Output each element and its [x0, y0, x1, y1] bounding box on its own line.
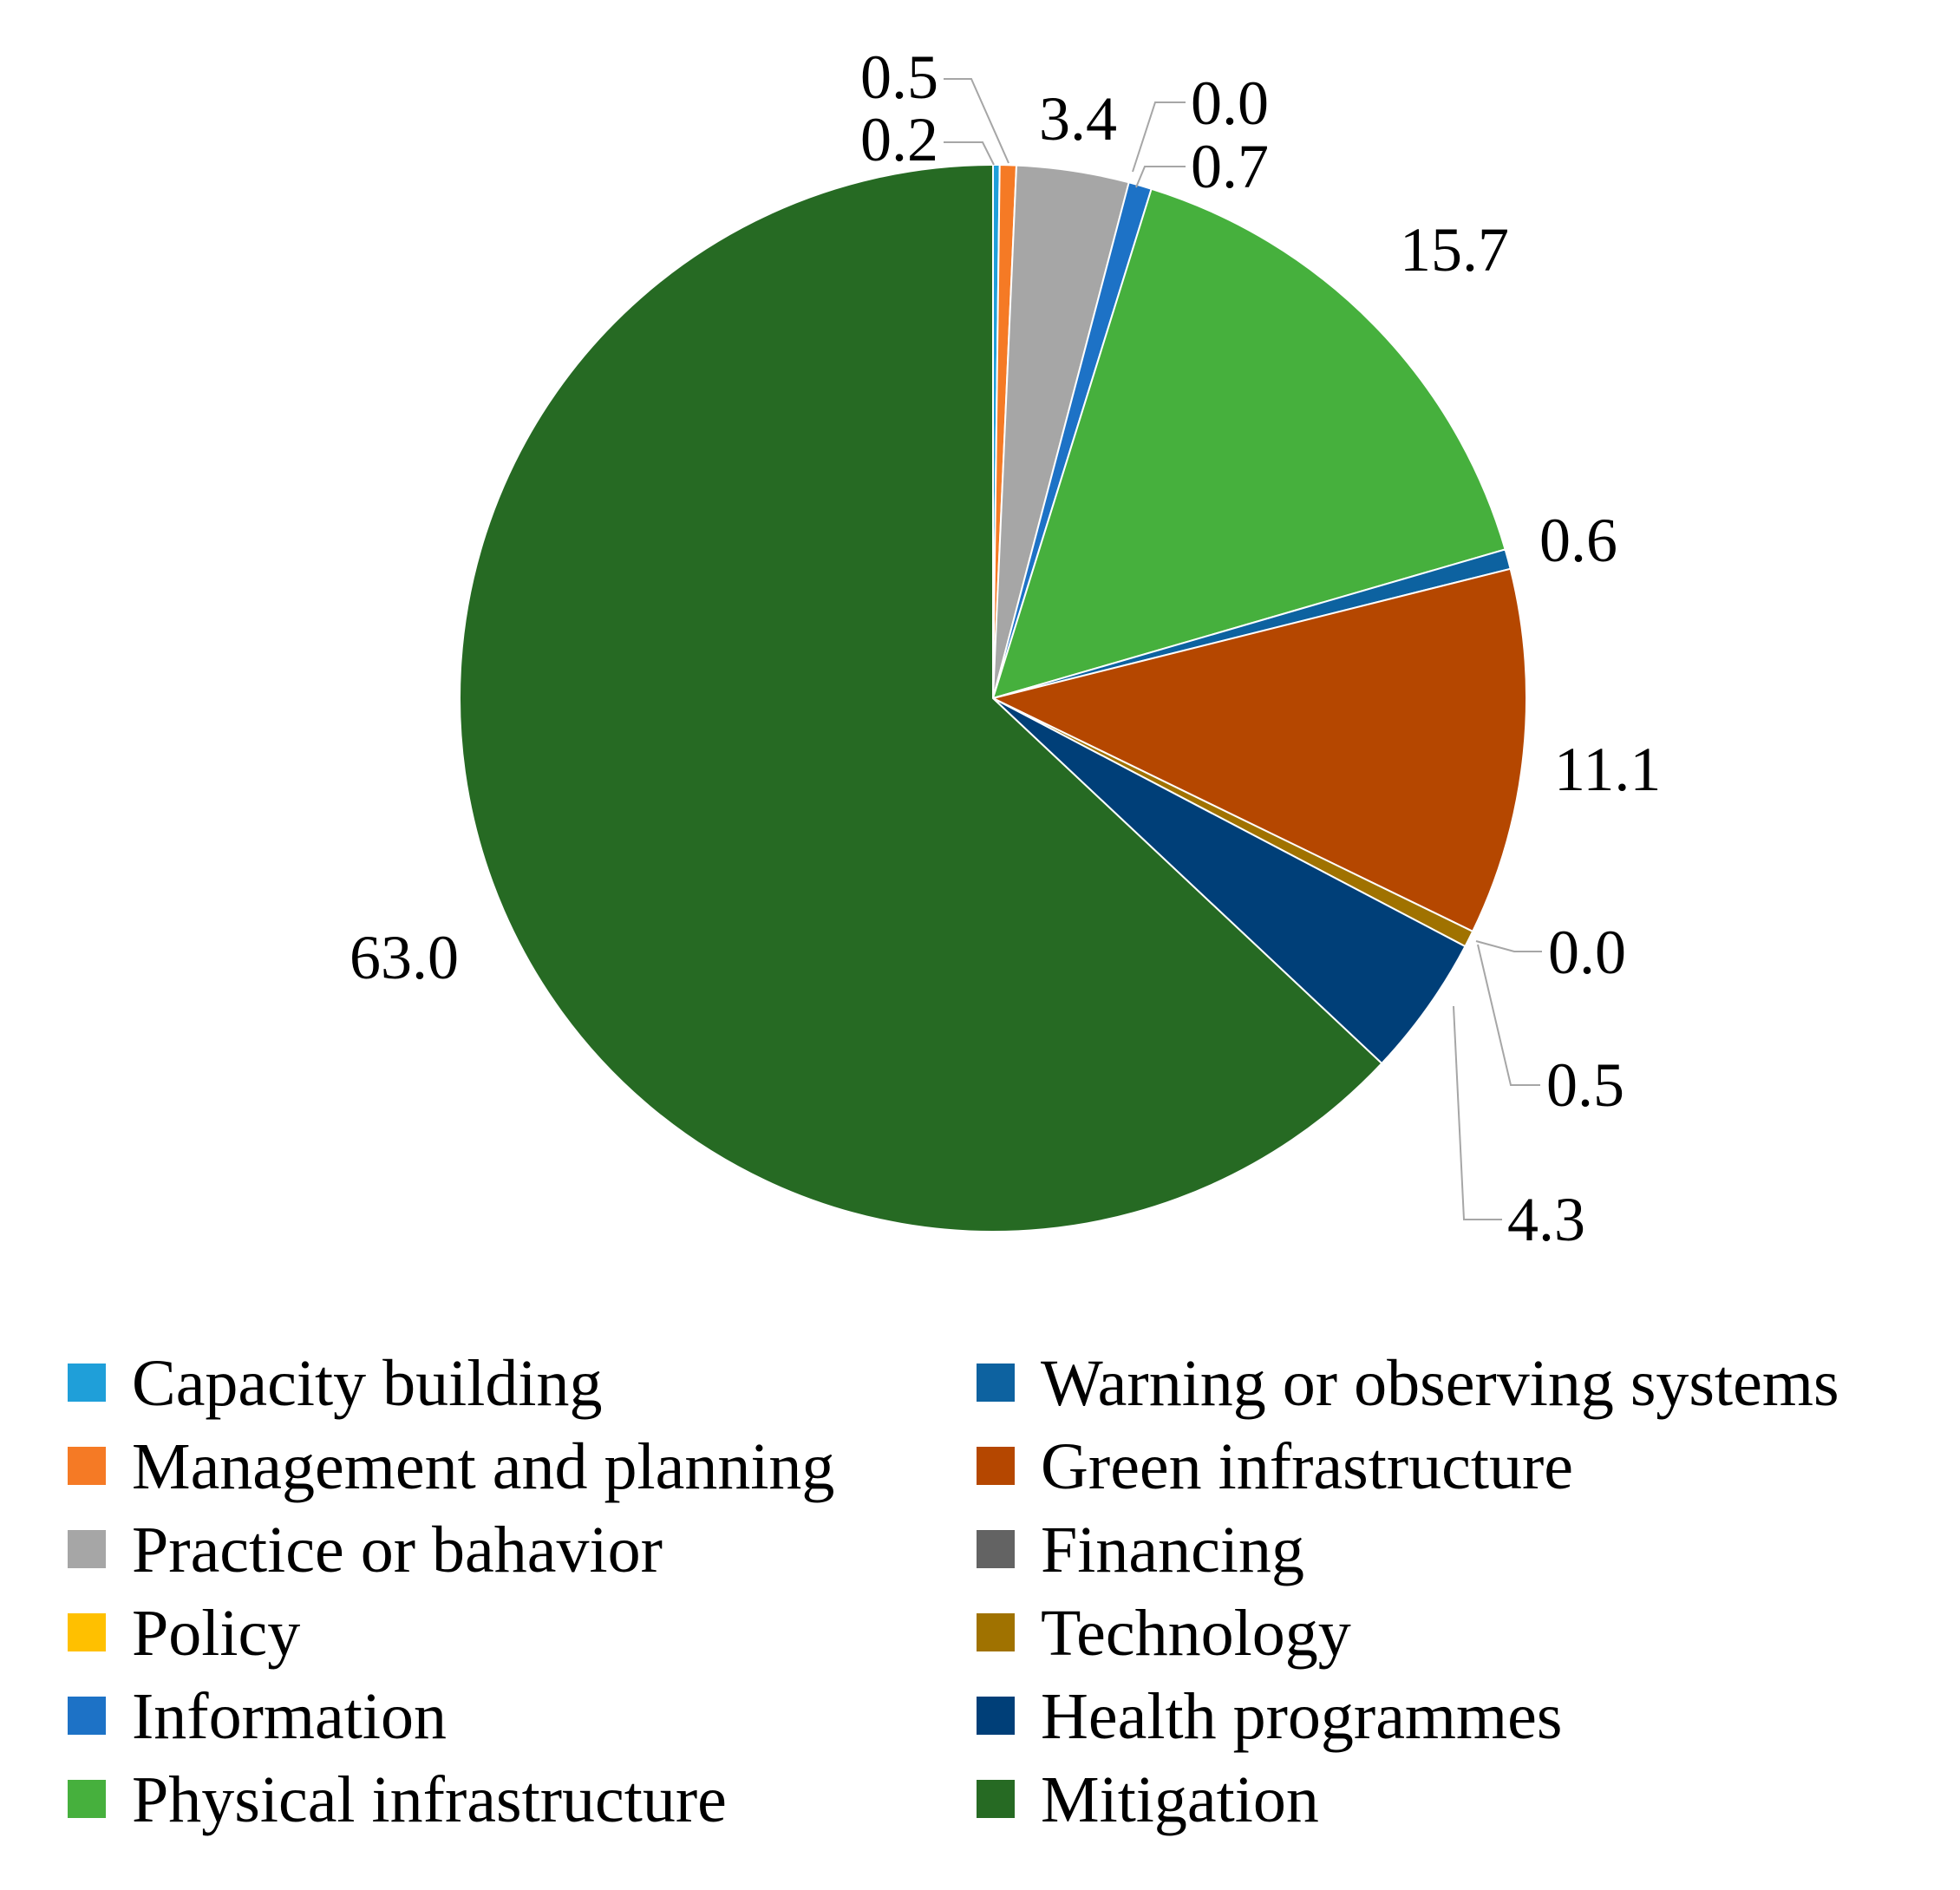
data-label-management-and-planning: 0.5 [860, 43, 938, 112]
data-labels: 0.20.53.4 0.00.715.70.611.10.00.54.363.0 [350, 43, 1661, 1254]
legend-swatch-practice-or-bahavior [68, 1530, 106, 1568]
legend-item-financing: Financing [977, 1514, 1304, 1586]
legend-item-practice-or-bahavior: Practice or bahavior [68, 1514, 663, 1586]
legend-item-warning-or-observing-systems: Warning or observing systems [977, 1347, 1839, 1420]
pie-slice-mitigation [459, 163, 1383, 1233]
legend-label-practice-or-bahavior: Practice or bahavior [132, 1514, 663, 1586]
leader-line-health-programmes [1453, 1005, 1502, 1220]
legend-label-financing: Financing [1041, 1514, 1304, 1586]
leader-line-information [1135, 166, 1186, 188]
legend-label-technology: Technology [1041, 1597, 1351, 1670]
data-label-technology: 0.5 [1546, 1050, 1624, 1120]
legend-label-management-and-planning: Management and planning [132, 1430, 834, 1503]
legend-swatch-financing [977, 1530, 1015, 1568]
legend-swatch-information [68, 1697, 106, 1735]
legend-swatch-management-and-planning [68, 1447, 106, 1485]
leader-line-financing [1475, 940, 1542, 952]
legend-label-warning-or-observing-systems: Warning or observing systems [1041, 1347, 1839, 1420]
legend-item-capacity-building: Capacity building [68, 1347, 602, 1420]
data-label-capacity-building: 0.2 [860, 105, 938, 174]
legend-label-capacity-building: Capacity building [132, 1347, 602, 1420]
legend-label-policy: Policy [132, 1597, 300, 1670]
data-label-health-programmes: 4.3 [1507, 1185, 1585, 1254]
legend-item-policy: Policy [68, 1597, 300, 1670]
legend-swatch-physical-infrastructure [68, 1780, 106, 1818]
legend-swatch-health-programmes [977, 1697, 1015, 1735]
legend-item-information: Information [68, 1680, 447, 1753]
legend-item-physical-infrastructure: Physical infrastructure [68, 1763, 727, 1836]
legend-item-management-and-planning: Management and planning [68, 1430, 834, 1503]
legend-swatch-technology [977, 1613, 1015, 1651]
legend-swatch-green-infrastructure [977, 1447, 1015, 1485]
legend-item-technology: Technology [977, 1597, 1351, 1670]
data-label-policy: 0.0 [1191, 69, 1269, 138]
legend-item-mitigation: Mitigation [977, 1763, 1319, 1836]
legend-label-mitigation: Mitigation [1041, 1763, 1319, 1836]
legend-item-health-programmes: Health programmes [977, 1680, 1562, 1753]
legend-label-green-infrastructure: Green infrastructure [1041, 1430, 1573, 1503]
pie-slice-green-infrastructure [990, 567, 1527, 933]
legend-swatch-capacity-building [68, 1364, 106, 1402]
legend-label-health-programmes: Health programmes [1041, 1680, 1562, 1753]
data-label-green-infrastructure: 11.1 [1554, 735, 1661, 804]
legend-swatch-warning-or-observing-systems [977, 1364, 1015, 1402]
pie-slices [459, 163, 1527, 1233]
legend-label-information: Information [132, 1680, 447, 1753]
leader-line-management-and-planning [944, 78, 1009, 164]
legend-label-physical-infrastructure: Physical infrastructure [132, 1763, 727, 1836]
leader-line-policy [1132, 101, 1186, 173]
data-label-physical-infrastructure: 15.7 [1400, 215, 1509, 284]
data-label-financing: 0.0 [1548, 918, 1626, 987]
leader-lines [944, 78, 1542, 1220]
legend: Capacity building Warning or observing sy… [68, 1347, 1839, 1836]
pie-slice-health-programmes [992, 697, 1467, 1065]
leader-line-capacity-building [944, 141, 995, 166]
data-label-warning-or-observing-systems: 0.6 [1539, 506, 1617, 575]
data-label-mitigation: 63.0 [350, 923, 459, 992]
legend-item-green-infrastructure: Green infrastructure [977, 1430, 1573, 1503]
legend-swatch-policy [68, 1613, 106, 1651]
data-label-information: 0.7 [1191, 132, 1269, 201]
pie-slice-physical-infrastructure [991, 187, 1506, 700]
leader-line-technology [1477, 944, 1540, 1086]
data-label-practice-or-bahavior: 3.4 [1039, 84, 1117, 154]
legend-swatch-mitigation [977, 1780, 1015, 1818]
